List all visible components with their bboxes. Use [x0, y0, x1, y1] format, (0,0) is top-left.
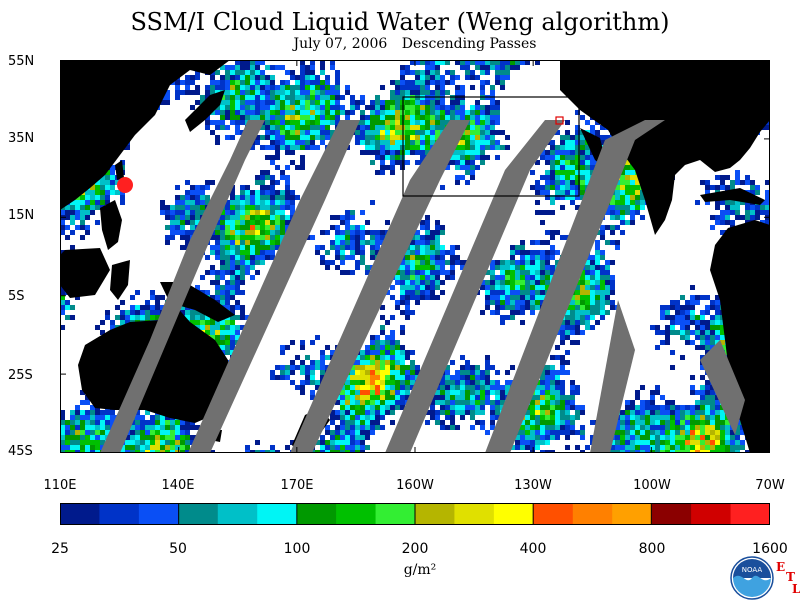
colorbar-tick-label: 400 — [519, 541, 547, 557]
lat-label: 5S — [8, 289, 25, 304]
colorbar — [60, 503, 770, 525]
etl-letter: T — [786, 570, 795, 584]
lon-label: 70W — [755, 478, 785, 493]
landmass-asia — [60, 60, 230, 210]
swath-gap-6 — [590, 300, 635, 453]
colorbar-swatch — [572, 503, 613, 525]
noaa-logo-text: NOAA — [742, 566, 763, 574]
lon-label: 170E — [280, 478, 314, 493]
colorbar-swatch — [178, 503, 219, 525]
site-marker — [555, 116, 564, 125]
colorbar-tick-label: 50 — [169, 541, 187, 557]
lat-label: 35N — [8, 131, 35, 146]
colorbar-swatch — [336, 503, 377, 525]
swath-gap-5 — [485, 120, 665, 453]
colorbar-swatch — [730, 503, 770, 525]
etl-letter: L — [792, 582, 800, 596]
colorbar-swatch — [454, 503, 495, 525]
noaa-logo: NOAA — [730, 556, 774, 600]
colorbar-swatch — [296, 503, 337, 525]
lon-label: 140E — [161, 478, 195, 493]
colorbar-tick-label: 800 — [638, 541, 666, 557]
colorbar-swatch — [415, 503, 455, 525]
colorbar-swatch — [138, 503, 179, 525]
swath-gaps — [100, 120, 745, 453]
etl-letter: E — [776, 560, 786, 574]
colorbar-swatch — [691, 503, 732, 525]
page-title: SSM/I Cloud Liquid Water (Weng algorithm… — [130, 8, 670, 36]
swath-gap-3 — [290, 120, 470, 453]
colorbar-swatch — [533, 503, 574, 525]
colorbar-units: g/m² — [403, 562, 437, 578]
landmass-borneo — [60, 248, 110, 298]
subtitle-passes: Descending Passes — [401, 36, 537, 52]
storm-blob — [117, 177, 133, 193]
colorbar-swatch — [257, 503, 298, 525]
colorbar-swatch — [99, 503, 140, 525]
colorbar-tick-label: 200 — [401, 541, 429, 557]
landmass-philippines — [100, 200, 122, 250]
colorbar-swatch — [493, 503, 534, 525]
page-subtitle: July 07, 2006 Descending Passes — [0, 36, 800, 52]
swath-gap-2 — [188, 120, 360, 453]
swath-gap-4 — [385, 120, 565, 453]
lon-label: 130W — [514, 478, 552, 493]
lon-label: 110E — [43, 478, 77, 493]
colorbar-tick-label: 100 — [283, 541, 311, 557]
lat-label: 55N — [8, 54, 35, 69]
colorbar-tick-label: 1600 — [752, 541, 788, 557]
lon-label: 100W — [633, 478, 671, 493]
cloud-liquid-water-map — [60, 60, 770, 453]
landmass-south-america — [710, 220, 770, 453]
landmass-sulawesi — [110, 260, 130, 300]
landmass-taiwan — [115, 160, 124, 180]
lat-label: 15N — [8, 208, 35, 223]
swath-gap-7 — [700, 340, 745, 435]
colorbar-tick-label: 25 — [51, 541, 69, 557]
colorbar-swatch — [375, 503, 416, 525]
colorbar-swatch — [217, 503, 258, 525]
swath-gap-1 — [100, 120, 265, 453]
colorbar-swatch — [612, 503, 653, 525]
colorbar-swatch — [60, 503, 100, 525]
lat-label: 25S — [8, 368, 33, 383]
landmass-japan — [185, 90, 225, 132]
subtitle-date: July 07, 2006 — [293, 36, 388, 52]
lon-label: 160W — [396, 478, 434, 493]
map-ticks — [60, 60, 770, 453]
lat-label: 45S — [8, 444, 33, 459]
land-masses — [60, 60, 770, 453]
colorbar-swatch — [651, 503, 692, 525]
landmass-north-america — [560, 60, 770, 235]
analysis-box — [402, 96, 580, 197]
landmass-caribbean — [700, 188, 765, 205]
